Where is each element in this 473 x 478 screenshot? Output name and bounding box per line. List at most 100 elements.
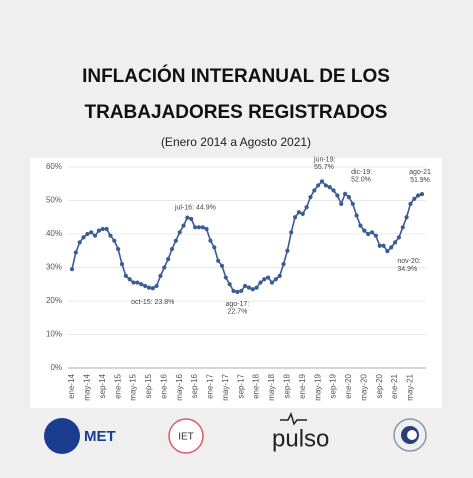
logo-circle bbox=[44, 418, 80, 454]
data-point bbox=[139, 282, 144, 287]
data-point bbox=[104, 226, 109, 232]
data-point bbox=[116, 246, 121, 252]
data-point bbox=[331, 188, 336, 193]
x-tick-label: ene-20 bbox=[344, 373, 353, 398]
x-tick-label: sep-20 bbox=[375, 373, 384, 398]
logo-met: MET bbox=[44, 418, 116, 454]
data-point bbox=[335, 193, 340, 198]
y-tick-label: 60% bbox=[46, 162, 62, 171]
data-point bbox=[346, 195, 352, 200]
data-point bbox=[223, 275, 228, 280]
data-point bbox=[308, 195, 313, 200]
logo-circle bbox=[168, 418, 204, 454]
data-point bbox=[404, 215, 409, 220]
data-point bbox=[227, 282, 232, 287]
x-tick-label: may-18 bbox=[267, 373, 276, 400]
data-point bbox=[258, 280, 263, 285]
x-tick-label: sep-18 bbox=[282, 373, 291, 398]
data-label: ago-21 51.9% bbox=[409, 169, 431, 184]
data-point bbox=[216, 258, 221, 263]
data-point bbox=[81, 235, 86, 240]
data-point bbox=[196, 225, 202, 230]
data-point bbox=[154, 283, 159, 289]
data-point bbox=[189, 216, 194, 222]
x-tick-label: ene-18 bbox=[252, 373, 261, 398]
data-point bbox=[316, 183, 321, 188]
data-point bbox=[231, 288, 236, 294]
logo-circle bbox=[393, 418, 427, 452]
data-point bbox=[273, 277, 278, 282]
data-point bbox=[73, 250, 78, 255]
data-point bbox=[166, 257, 171, 262]
data-point bbox=[131, 280, 136, 285]
data-point bbox=[392, 240, 398, 245]
data-point bbox=[358, 223, 363, 228]
data-point bbox=[262, 277, 267, 282]
plot: 0% 10% 20% 30% 40% 50% 60% ene-14 may-14 sep-14 en… bbox=[46, 156, 431, 400]
x-tick-label: may-17 bbox=[221, 373, 230, 400]
x-tick-label: may-21 bbox=[406, 373, 415, 400]
data-point bbox=[135, 280, 140, 285]
data-point bbox=[235, 289, 240, 295]
chart-subtitle: (Enero 2014 a Agosto 2021) bbox=[161, 135, 311, 149]
data-point bbox=[77, 240, 82, 245]
data-point bbox=[269, 280, 275, 285]
data-point bbox=[285, 248, 290, 253]
logo-text: pulso bbox=[272, 425, 329, 452]
data-point bbox=[185, 215, 190, 220]
x-tick-label: may-14 bbox=[82, 373, 91, 400]
x-tick-label: sep-17 bbox=[236, 373, 245, 398]
data-point bbox=[181, 223, 186, 228]
data-point bbox=[69, 267, 75, 272]
data-label: jun-19: 55.7% bbox=[313, 156, 335, 171]
x-tick-label: sep-15 bbox=[144, 373, 153, 398]
data-point bbox=[377, 243, 382, 248]
data-point bbox=[369, 230, 375, 235]
x-tick-label: ene-14 bbox=[67, 373, 76, 398]
data-point bbox=[373, 233, 378, 238]
data-point bbox=[389, 245, 394, 250]
x-tick-label: may-15 bbox=[129, 373, 138, 400]
data-label: nov-20: 34.9% bbox=[397, 258, 420, 273]
data-point bbox=[100, 226, 105, 232]
data-label: ago-17: 22.7% bbox=[226, 301, 250, 316]
y-tick-label: 40% bbox=[46, 229, 62, 238]
data-point bbox=[281, 262, 286, 267]
data-point bbox=[204, 226, 209, 232]
data-point bbox=[385, 248, 390, 254]
data-point bbox=[96, 228, 102, 233]
data-point bbox=[108, 233, 113, 238]
x-tick-label: ene-21 bbox=[390, 373, 399, 398]
data-point bbox=[419, 192, 425, 197]
data-point bbox=[408, 201, 413, 206]
data-point bbox=[362, 228, 367, 233]
logo-pulse bbox=[280, 411, 307, 426]
x-tick-label: sep-19 bbox=[329, 373, 338, 398]
x-tick-label: may-19 bbox=[313, 373, 322, 400]
data-point bbox=[342, 191, 348, 196]
data-label: dic-19: 52.0% bbox=[351, 169, 372, 184]
data-point bbox=[350, 201, 355, 206]
data-point bbox=[146, 285, 152, 290]
data-point bbox=[123, 273, 128, 278]
data-point bbox=[277, 273, 282, 278]
data-label: oct-15: 23.8% bbox=[131, 299, 174, 306]
data-point bbox=[142, 283, 148, 289]
x-tick-label: sep-16 bbox=[190, 373, 199, 398]
x-tick-label: ene-16 bbox=[159, 373, 168, 398]
x-tick-label: ene-15 bbox=[113, 373, 122, 398]
logo-text: IET bbox=[178, 432, 194, 443]
data-point bbox=[150, 286, 155, 291]
data-point bbox=[381, 243, 386, 248]
data-point bbox=[354, 213, 359, 218]
data-point bbox=[162, 265, 167, 270]
data-point bbox=[239, 288, 244, 294]
data-point bbox=[177, 230, 182, 235]
data-point bbox=[173, 238, 178, 243]
data-point bbox=[312, 188, 317, 193]
data-point bbox=[219, 263, 225, 268]
data-point bbox=[416, 193, 421, 198]
chart-title: TRABAJADORES REGISTRADOS bbox=[85, 102, 388, 123]
